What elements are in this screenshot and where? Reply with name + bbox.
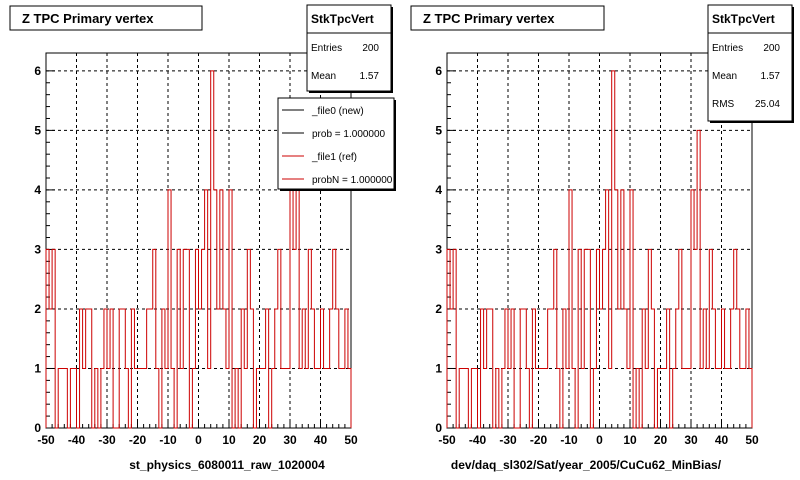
stats-box: StkTpcVert Entries 200 Mean 1.57 RMS 25.04: [707, 4, 794, 123]
y-tick-label: 4: [435, 183, 442, 197]
stats-label: Entries: [712, 43, 743, 54]
x-tick-label: 50: [344, 433, 358, 447]
chart-panel-1: -50 -40 -30 -20 -10 0 10 20 30 40 50 0 1 2 3 4 5 6 st_phys…: [9, 4, 396, 472]
x-tick-label: 0: [596, 433, 603, 447]
x-tick-label: -20: [530, 433, 548, 447]
x-tick-label: 40: [314, 433, 328, 447]
y-tick-label: 3: [435, 242, 442, 256]
x-tick-label: 20: [253, 433, 267, 447]
title-box: [410, 5, 605, 31]
stats-value: 1.57: [360, 71, 380, 82]
x-tick-label: -50: [37, 433, 55, 447]
x-tick-label: -10: [159, 433, 177, 447]
legend-box: _file0 (new) prob = 1.000000 _file1 (ref) p…: [277, 97, 396, 191]
x-tick-label: 40: [715, 433, 729, 447]
y-tick-label: 4: [34, 183, 41, 197]
stats-label: RMS: [712, 99, 735, 110]
y-tick-label: 0: [435, 421, 442, 435]
y-tick-label: 5: [34, 123, 41, 137]
x-tick-label: -30: [499, 433, 517, 447]
x-axis-label: dev/daq_sl302/Sat/year_2005/CuCu62_MinBi…: [451, 458, 722, 472]
stats-name: StkTpcVert: [311, 12, 374, 26]
stats-box-frame: [306, 4, 392, 92]
legend-label: _file0 (new): [311, 106, 364, 117]
stats-value: 25.04: [755, 99, 780, 110]
y-tick-label: 2: [435, 302, 442, 316]
y-tick-label: 3: [34, 242, 41, 256]
stats-box-frame: [707, 4, 793, 122]
stats-value: 200: [763, 43, 780, 54]
x-tick-label: -10: [560, 433, 578, 447]
stats-value: 200: [362, 43, 379, 54]
histogram-series: [45, 70, 352, 429]
chart-panel-2: -50 -40 -30 -20 -10 0 10 20 30 40 50 0 1 2 3 4 5 6 dev/daq…: [410, 4, 794, 472]
y-tick-label: 5: [435, 123, 442, 137]
stats-name: StkTpcVert: [712, 12, 775, 26]
y-tick-label: 1: [34, 361, 41, 375]
x-tick-label: 50: [745, 433, 759, 447]
legend-frame: [277, 97, 395, 190]
x-tick-label: 10: [623, 433, 637, 447]
x-tick-label: 30: [283, 433, 297, 447]
title-box: [9, 5, 203, 31]
x-tick-label: -50: [438, 433, 456, 447]
x-tick-label: -20: [129, 433, 147, 447]
x-tick-label: -40: [469, 433, 487, 447]
x-tick-label: -40: [68, 433, 86, 447]
stats-box: StkTpcVert Entries 200 Mean 1.57: [306, 4, 393, 93]
y-tick-label: 0: [34, 421, 41, 435]
x-tick-label: -30: [98, 433, 116, 447]
y-tick-label: 1: [435, 361, 442, 375]
x-tick-label: 30: [684, 433, 698, 447]
y-tick-label: 6: [435, 64, 442, 78]
legend-label: prob = 1.000000: [312, 129, 386, 140]
y-tick-label: 6: [34, 64, 41, 78]
legend-label: _file1 (ref): [311, 152, 357, 163]
chart-title: Z TPC Primary vertex: [22, 11, 154, 26]
x-tick-label: 10: [222, 433, 236, 447]
x-tick-label: 20: [654, 433, 668, 447]
y-tick-label: 2: [34, 302, 41, 316]
x-tick-label: 0: [195, 433, 202, 447]
legend-label: probN = 1.000000: [312, 175, 393, 186]
legend-entries: _file0 (new) prob = 1.000000 _file1 (ref) p…: [282, 106, 393, 186]
chart-title: Z TPC Primary vertex: [423, 11, 555, 26]
x-axis-label: st_physics_6080011_raw_1020004: [129, 458, 325, 472]
histogram-series: [446, 70, 753, 429]
stats-label: Entries: [311, 43, 342, 54]
stats-label: Mean: [712, 71, 737, 82]
stats-label: Mean: [311, 71, 336, 82]
stats-value: 1.57: [761, 71, 781, 82]
